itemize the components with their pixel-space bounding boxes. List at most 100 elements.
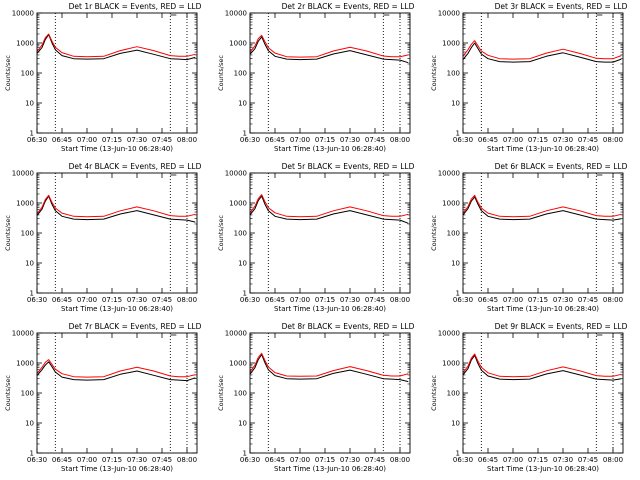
y-axis-label: Counts/sec — [217, 375, 225, 411]
x-tick-label: 07:45 — [578, 456, 598, 464]
y-tick-label: 1 — [456, 130, 460, 138]
y-tick-label: 10 — [25, 420, 34, 428]
x-tick-label: 07:15 — [528, 456, 548, 464]
y-tick-label: 1000 — [16, 200, 34, 208]
y-tick-label: 100 — [234, 70, 247, 78]
x-tick-label: 06:45 — [478, 296, 498, 304]
x-tick-label: 07:15 — [315, 456, 335, 464]
lld-series-line — [462, 194, 622, 218]
x-axis-label: Start Time (13-Jun-10 06:28:40) — [274, 145, 386, 153]
x-tick-label: 07:15 — [528, 136, 548, 144]
chart-panel-4: Det 4r BLACK = Events, RED = LLD Counts/s… — [4, 162, 202, 313]
x-tick-label: 06:30 — [27, 456, 47, 464]
lld-series-line — [36, 33, 196, 58]
chart-title: Det 9r BLACK = Events, RED = LLD — [495, 322, 628, 331]
x-tick-label: 07:45 — [152, 136, 172, 144]
y-tick-label: 10 — [451, 260, 460, 268]
chart-panel-9: Det 9r BLACK = Events, RED = LLD Counts/s… — [430, 322, 628, 473]
x-tick-label: 06:45 — [52, 296, 72, 304]
x-tick-label: 06:45 — [52, 456, 72, 464]
chart-title: Det 5r BLACK = Events, RED = LLD — [282, 162, 415, 171]
plot-frame — [249, 332, 411, 454]
plot-frame — [36, 172, 198, 294]
chart-panel-3: Det 3r BLACK = Events, RED = LLD Counts/s… — [430, 2, 628, 153]
x-tick-label: 07:00 — [290, 136, 310, 144]
y-tick-label: 10 — [238, 100, 247, 108]
y-tick-label: 10000 — [438, 330, 460, 338]
y-tick-label: 100 — [447, 230, 460, 238]
x-tick-label: 07:45 — [365, 296, 385, 304]
x-axis-label: Start Time (13-Jun-10 06:28:40) — [487, 305, 599, 313]
plot-frame — [462, 12, 624, 134]
events-series-line — [36, 34, 196, 61]
y-tick-label: 10000 — [225, 330, 247, 338]
y-tick-label: 1 — [30, 130, 34, 138]
x-tick-label: 07:30 — [340, 456, 360, 464]
y-tick-label: 1000 — [442, 360, 460, 368]
x-tick-label: 06:45 — [478, 456, 498, 464]
lld-series-line — [249, 352, 409, 377]
x-tick-label: 07:30 — [127, 456, 147, 464]
y-tick-label: 1000 — [442, 200, 460, 208]
x-tick-label: 06:30 — [240, 296, 260, 304]
x-tick-label: 07:30 — [127, 136, 147, 144]
plot-frame — [249, 172, 411, 294]
x-tick-label: 07:30 — [553, 456, 573, 464]
x-tick-label: 07:00 — [290, 456, 310, 464]
x-tick-label: 07:30 — [127, 296, 147, 304]
y-tick-label: 100 — [234, 230, 247, 238]
x-tick-label: 06:30 — [240, 456, 260, 464]
lld-series-line — [249, 34, 409, 58]
x-tick-label: 08:00 — [603, 296, 623, 304]
chart-title: Det 8r BLACK = Events, RED = LLD — [282, 322, 415, 331]
x-tick-label: 08:00 — [390, 456, 410, 464]
y-tick-label: 1000 — [229, 40, 247, 48]
x-axis-label: Start Time (13-Jun-10 06:28:40) — [61, 465, 173, 473]
events-series-line — [462, 354, 622, 381]
x-tick-label: 07:00 — [290, 296, 310, 304]
x-axis-label: Start Time (13-Jun-10 06:28:40) — [61, 145, 173, 153]
y-tick-label: 1000 — [16, 40, 34, 48]
events-series-line — [249, 354, 409, 383]
x-tick-label: 07:00 — [77, 456, 97, 464]
chart-panel-7: Det 7r BLACK = Events, RED = LLD Counts/s… — [4, 322, 202, 473]
y-axis-label: Counts/sec — [4, 375, 12, 411]
y-axis-label: Counts/sec — [4, 55, 12, 91]
plot-frame — [36, 12, 198, 134]
y-tick-label: 100 — [21, 230, 34, 238]
x-tick-label: 07:45 — [152, 456, 172, 464]
y-tick-label: 10 — [25, 100, 34, 108]
chart-panel-8: Det 8r BLACK = Events, RED = LLD Counts/s… — [217, 322, 415, 473]
lld-series-line — [462, 353, 622, 378]
y-tick-label: 1 — [243, 130, 247, 138]
y-tick-label: 100 — [447, 70, 460, 78]
x-tick-label: 07:45 — [365, 136, 385, 144]
chart-panel-5: Det 5r BLACK = Events, RED = LLD Counts/s… — [217, 162, 415, 313]
y-tick-label: 1000 — [16, 360, 34, 368]
x-tick-label: 07:45 — [578, 296, 598, 304]
y-tick-label: 10 — [238, 420, 247, 428]
events-series-line — [249, 195, 409, 224]
chart-title: Det 1r BLACK = Events, RED = LLD — [69, 2, 202, 11]
y-tick-label: 100 — [21, 390, 34, 398]
y-tick-label: 100 — [447, 390, 460, 398]
x-tick-label: 07:15 — [102, 136, 122, 144]
plot-frame — [36, 332, 198, 454]
y-tick-label: 100 — [21, 70, 34, 78]
x-tick-label: 08:00 — [177, 136, 197, 144]
y-tick-label: 1 — [456, 290, 460, 298]
y-tick-label: 10000 — [12, 170, 34, 178]
x-tick-label: 06:45 — [478, 136, 498, 144]
y-tick-label: 1 — [243, 450, 247, 458]
x-tick-label: 07:45 — [152, 296, 172, 304]
chart-title: Det 7r BLACK = Events, RED = LLD — [69, 322, 202, 331]
y-tick-label: 10 — [238, 260, 247, 268]
y-tick-label: 100 — [234, 390, 247, 398]
x-tick-label: 07:00 — [77, 296, 97, 304]
y-axis-label: Counts/sec — [217, 55, 225, 91]
x-tick-label: 08:00 — [390, 296, 410, 304]
y-tick-label: 10000 — [12, 330, 34, 338]
x-axis-label: Start Time (13-Jun-10 06:28:40) — [487, 465, 599, 473]
x-tick-label: 07:30 — [553, 136, 573, 144]
